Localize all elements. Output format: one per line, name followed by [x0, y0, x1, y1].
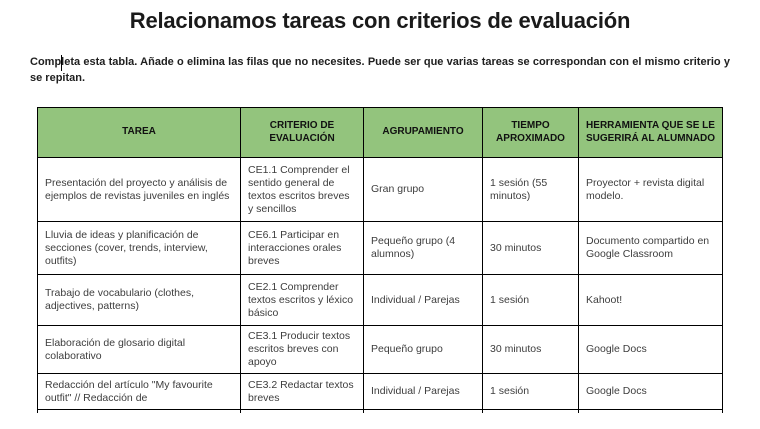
table-row: Trabajo de vocabulario (clothes, adjecti…	[37, 274, 723, 326]
cell-tarea[interactable]: Trabajo de vocabulario (clothes, adjecti…	[37, 274, 241, 326]
cell-herramienta[interactable]: Documento compartido en Google Classroom	[578, 221, 723, 275]
cell-tiempo[interactable]: 30 minutos	[482, 325, 579, 374]
instructions-paragraph[interactable]: Completa esta tabla. Añade o elimina las…	[30, 56, 730, 84]
cell-tarea[interactable]: Redacción del artículo "My favourite out…	[37, 373, 241, 410]
cell-criterio[interactable]: CE3.2 Redactar textos breves	[240, 373, 364, 410]
table-row: Redacción del artículo "My favourite out…	[37, 373, 723, 410]
cell-tiempo[interactable]: 1 sesión	[482, 274, 579, 326]
table-row: Elaboración de glosario digital colabora…	[37, 325, 723, 374]
cell-criterio[interactable]: CE6.1 Participar en interacciones orales…	[240, 221, 364, 275]
cell-tiempo[interactable]: 1 sesión (55 minutos)	[482, 157, 579, 222]
text-cursor	[61, 55, 62, 71]
cell-empty[interactable]	[240, 409, 364, 413]
cell-criterio[interactable]: CE1.1 Comprender el sentido general de t…	[240, 157, 364, 222]
header-row: TAREA CRITERIO DE EVALUACIÓN AGRUPAMIENT…	[37, 107, 723, 158]
page-title[interactable]: Relacionamos tareas con criterios de eva…	[129, 8, 631, 33]
column-header-tiempo-aproximado: TIEMPO APROXIMADO	[482, 107, 579, 158]
cell-herramienta[interactable]: Google Docs	[578, 325, 723, 374]
cell-agrupamiento[interactable]: Gran grupo	[363, 157, 483, 222]
tasks-criteria-table-container: TAREA CRITERIO DE EVALUACIÓN AGRUPAMIENT…	[37, 107, 723, 413]
cell-empty[interactable]	[363, 409, 483, 413]
cell-tarea[interactable]: Lluvia de ideas y planificación de secci…	[37, 221, 241, 275]
cell-herramienta[interactable]: Kahoot!	[578, 274, 723, 326]
cell-empty[interactable]	[578, 409, 723, 413]
cell-herramienta[interactable]: Proyector + revista digital modelo.	[578, 157, 723, 222]
cell-empty[interactable]	[482, 409, 579, 413]
table-row: Presentación del proyecto y análisis de …	[37, 157, 723, 222]
cell-tarea[interactable]: Presentación del proyecto y análisis de …	[37, 157, 241, 222]
cell-agrupamiento[interactable]: Pequeño grupo	[363, 325, 483, 374]
column-header-herramienta: HERRAMIENTA QUE SE LE SUGERIRÁ AL ALUMNA…	[578, 107, 723, 158]
cell-empty[interactable]	[37, 409, 241, 413]
cell-criterio[interactable]: CE2.1 Comprender textos escritos y léxic…	[240, 274, 364, 326]
cell-herramienta[interactable]: Google Docs	[578, 373, 723, 410]
column-header-agrupamiento: AGRUPAMIENTO	[363, 107, 483, 158]
cell-agrupamiento[interactable]: Individual / Parejas	[363, 274, 483, 326]
cell-tiempo[interactable]: 1 sesión	[482, 373, 579, 410]
column-header-criterio-evaluacion: CRITERIO DE EVALUACIÓN	[240, 107, 364, 158]
tasks-criteria-table: TAREA CRITERIO DE EVALUACIÓN AGRUPAMIENT…	[37, 107, 723, 413]
table-row-partial	[37, 409, 723, 413]
column-header-tarea: TAREA	[37, 107, 241, 158]
cell-tiempo[interactable]: 30 minutos	[482, 221, 579, 275]
cell-agrupamiento[interactable]: Individual / Parejas	[363, 373, 483, 410]
cell-agrupamiento[interactable]: Pequeño grupo (4 alumnos)	[363, 221, 483, 275]
cell-criterio[interactable]: CE3.1 Producir textos escritos breves co…	[240, 325, 364, 374]
cell-tarea[interactable]: Elaboración de glosario digital colabora…	[37, 325, 241, 374]
table-row: Lluvia de ideas y planificación de secci…	[37, 221, 723, 275]
